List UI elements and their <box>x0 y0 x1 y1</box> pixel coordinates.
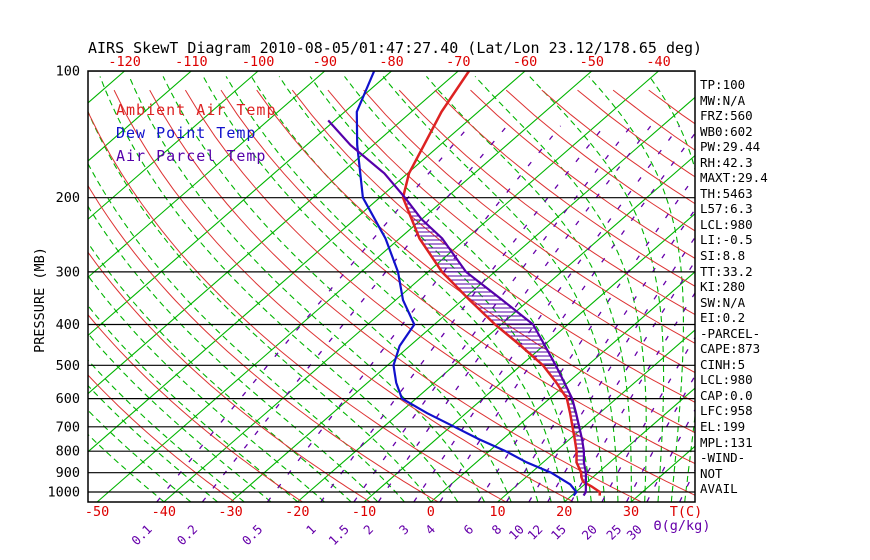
mixing-ratio-tick: 30 <box>624 522 645 543</box>
top-temp-tick: -100 <box>242 54 275 70</box>
moist-adiabat-lines <box>88 76 695 502</box>
stats-line: MPL:131 <box>700 434 753 450</box>
temp-unit-label: T(C) <box>670 504 703 520</box>
stats-line: AVAIL <box>700 481 738 497</box>
pressure-tick: 300 <box>56 264 80 280</box>
stats-line: EL:199 <box>700 419 746 435</box>
top-temp-tick: -70 <box>446 54 470 70</box>
pressure-tick: 900 <box>56 465 80 481</box>
pressure-lines <box>88 71 695 493</box>
stats-line: PW:29.44 <box>700 139 761 155</box>
top-temp-tick: -40 <box>646 54 670 70</box>
stats-line: MAXT:29.4 <box>700 170 768 186</box>
stats-line: LFC:958 <box>700 403 753 419</box>
plot-frame <box>87 70 696 503</box>
mixing-ratio-tick: 1 <box>303 522 319 538</box>
mixing-ratio-tick: 0.2 <box>174 522 201 549</box>
top-temp-tick: -120 <box>108 54 141 70</box>
mixing-ratio-tick: 0.5 <box>239 522 266 549</box>
pressure-tick: 600 <box>56 391 80 407</box>
mixing-ratio-tick: 12 <box>524 522 545 543</box>
stats-line: EI:0.2 <box>700 310 746 326</box>
stats-line: SI:8.8 <box>700 248 746 264</box>
mixing-ratio-tick: 4 <box>422 522 438 538</box>
bottom-temp-tick: -20 <box>285 504 309 520</box>
stats-line: MW:N/A <box>700 92 746 108</box>
stats-line: -WIND- <box>700 450 746 466</box>
mixing-ratio-tick: 1.5 <box>325 522 352 549</box>
bottom-temp-tick: 0 <box>427 504 435 520</box>
stats-line: LCL:980 <box>700 216 753 232</box>
pressure-axis-title: PRESSURE (MB) <box>32 247 48 353</box>
stats-line: RH:42.3 <box>700 154 753 170</box>
pressure-tick: 700 <box>56 419 80 435</box>
mixing-ratio-tick: 8 <box>488 522 504 538</box>
stats-line: LI:-0.5 <box>700 232 753 248</box>
stats-line: KI:280 <box>700 279 746 295</box>
stats-line: CAP:0.0 <box>700 387 753 403</box>
bottom-temp-tick: 20 <box>556 504 572 520</box>
top-temp-tick: -90 <box>313 54 337 70</box>
mixing-ratio-tick: 6 <box>460 522 476 538</box>
pressure-tick: 100 <box>56 64 80 80</box>
mixing-ratio-tick: 3 <box>396 522 412 538</box>
pressure-tick: 1000 <box>47 485 80 501</box>
top-temp-tick: -50 <box>580 54 604 70</box>
pressure-tick: 500 <box>56 358 80 374</box>
legend-dew-point-temp: Dew Point Temp <box>116 124 257 142</box>
stats-line: NOT <box>700 465 723 481</box>
top-temp-tick: -80 <box>379 54 403 70</box>
bottom-temp-tick: -10 <box>352 504 376 520</box>
stats-line: FRZ:560 <box>700 108 753 124</box>
cape-hatch <box>403 199 586 481</box>
bottom-temp-tick: -50 <box>85 504 109 520</box>
mixing-ratio-tick: 25 <box>603 522 624 543</box>
legend-air-parcel-temp: Air Parcel Temp <box>116 147 267 165</box>
stats-line: L57:6.3 <box>700 201 753 217</box>
stats-line: TH:5463 <box>700 185 753 201</box>
stats-panel: TP:100 MW:N/A FRZ:560 WB0:602 PW:29.44 RH:42.… <box>700 77 868 497</box>
plot-area <box>88 71 695 502</box>
bottom-temp-tick: -30 <box>218 504 242 520</box>
stats-line: -PARCEL- <box>700 325 761 341</box>
top-temp-tick: -110 <box>175 54 208 70</box>
mixing-ratio-tick: 15 <box>548 522 569 543</box>
pressure-tick: 200 <box>56 190 80 206</box>
stats-line: CINH:5 <box>700 356 746 372</box>
legend-ambient-air-temp: Ambient Air Temp <box>116 101 277 119</box>
pressure-tick: 800 <box>56 444 80 460</box>
bottom-temp-tick: -40 <box>152 504 176 520</box>
stats-line: TT:33.2 <box>700 263 753 279</box>
mixing-ratio-tick: 0.1 <box>128 522 155 549</box>
stats-line: LCL:980 <box>700 372 753 388</box>
stats-line: TP:100 <box>700 77 746 92</box>
mixing-unit-label: Θ(g/kg) <box>654 518 711 534</box>
mixing-ratio-tick: 20 <box>579 522 600 543</box>
stats-line: WB0:602 <box>700 123 753 139</box>
stats-line: SW:N/A <box>700 294 746 310</box>
bottom-temp-tick: 30 <box>623 504 639 520</box>
pressure-tick: 400 <box>56 317 80 333</box>
mixing-ratio-tick: 2 <box>360 522 376 538</box>
sounding-curves <box>327 71 602 497</box>
stats-line: CAPE:873 <box>700 341 761 357</box>
chart-title: AIRS SkewT Diagram 2010-08-05/01:47:27.4… <box>88 39 703 57</box>
top-temp-tick: -60 <box>513 54 537 70</box>
bottom-temp-tick: 10 <box>489 504 505 520</box>
